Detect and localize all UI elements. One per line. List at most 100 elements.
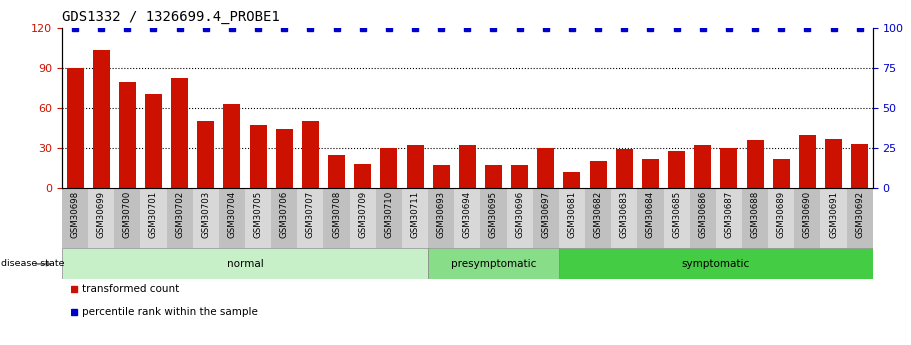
Bar [376,188,402,248]
Bar [616,149,633,188]
Text: GSM30701: GSM30701 [149,191,158,238]
Bar [167,188,193,248]
Text: GSM30699: GSM30699 [97,191,106,238]
Text: normal: normal [227,259,263,269]
Bar [428,248,558,279]
Bar [694,145,711,188]
Bar [511,165,528,188]
Text: GSM30711: GSM30711 [411,191,420,238]
Bar [668,150,685,188]
Bar [271,188,297,248]
Bar [276,129,292,188]
Bar [480,188,507,248]
Bar [558,248,873,279]
Bar [821,188,846,248]
Text: GSM30682: GSM30682 [594,191,602,238]
Bar [459,145,476,188]
Bar [768,188,794,248]
Bar [433,165,450,188]
Bar [558,188,585,248]
Bar [62,248,428,279]
Text: GSM30694: GSM30694 [463,191,472,238]
Text: GSM30698: GSM30698 [70,191,79,238]
Bar [589,161,607,188]
Text: GSM30689: GSM30689 [777,191,785,238]
Text: GSM30697: GSM30697 [541,191,550,238]
Bar [611,188,638,248]
Text: GSM30703: GSM30703 [201,191,210,238]
Text: GSM30702: GSM30702 [175,191,184,238]
Text: GDS1332 / 1326699.4_PROBE1: GDS1332 / 1326699.4_PROBE1 [62,10,280,24]
Bar [773,159,790,188]
Bar [742,188,768,248]
Bar [485,165,502,188]
Bar [455,188,480,248]
Bar [93,50,109,188]
Bar [851,144,868,188]
Text: transformed count: transformed count [82,284,179,294]
Bar [297,188,323,248]
Bar [198,121,214,188]
Bar [533,188,558,248]
Text: GSM30691: GSM30691 [829,191,838,238]
Bar [507,188,533,248]
Bar [716,188,742,248]
Bar [114,188,140,248]
Bar [354,164,371,188]
Bar [219,188,245,248]
Bar [145,95,162,188]
Text: GSM30707: GSM30707 [306,191,315,238]
Bar [88,188,114,248]
Text: percentile rank within the sample: percentile rank within the sample [82,307,258,317]
Text: GSM30686: GSM30686 [698,191,707,238]
Bar [406,145,424,188]
Bar [663,188,690,248]
Text: GSM30704: GSM30704 [228,191,237,238]
Text: GSM30700: GSM30700 [123,191,132,238]
Text: GSM30709: GSM30709 [358,191,367,238]
Bar [381,148,397,188]
Text: GSM30692: GSM30692 [855,191,865,238]
Bar [302,121,319,188]
Bar [690,188,716,248]
Bar [825,139,842,188]
Text: GSM30706: GSM30706 [280,191,289,238]
Bar [323,188,350,248]
Text: GSM30690: GSM30690 [803,191,812,238]
Bar [250,125,267,188]
Bar [223,104,241,188]
Bar [564,172,580,188]
Text: GSM30695: GSM30695 [489,191,498,238]
Bar [193,188,219,248]
Text: presymptomatic: presymptomatic [451,259,537,269]
Bar [642,159,659,188]
Bar [67,68,84,188]
Bar [721,148,737,188]
Bar [245,188,271,248]
Text: GSM30684: GSM30684 [646,191,655,238]
Text: symptomatic: symptomatic [681,259,750,269]
Bar [350,188,376,248]
Bar [62,188,88,248]
Bar [846,188,873,248]
Text: GSM30708: GSM30708 [333,191,341,238]
Bar [746,140,763,188]
Text: disease state: disease state [1,259,65,268]
Text: GSM30710: GSM30710 [384,191,394,238]
Bar [585,188,611,248]
Bar [118,82,136,188]
Text: GSM30705: GSM30705 [253,191,262,238]
Bar [171,78,189,188]
Bar [428,188,455,248]
Text: GSM30687: GSM30687 [724,191,733,238]
Bar [328,155,345,188]
Text: GSM30685: GSM30685 [672,191,681,238]
Bar [799,135,816,188]
Bar [140,188,167,248]
Text: GSM30688: GSM30688 [751,191,760,238]
Bar [537,148,554,188]
Bar [402,188,428,248]
Text: GSM30693: GSM30693 [436,191,445,238]
Text: GSM30683: GSM30683 [619,191,629,238]
Text: GSM30696: GSM30696 [515,191,524,238]
